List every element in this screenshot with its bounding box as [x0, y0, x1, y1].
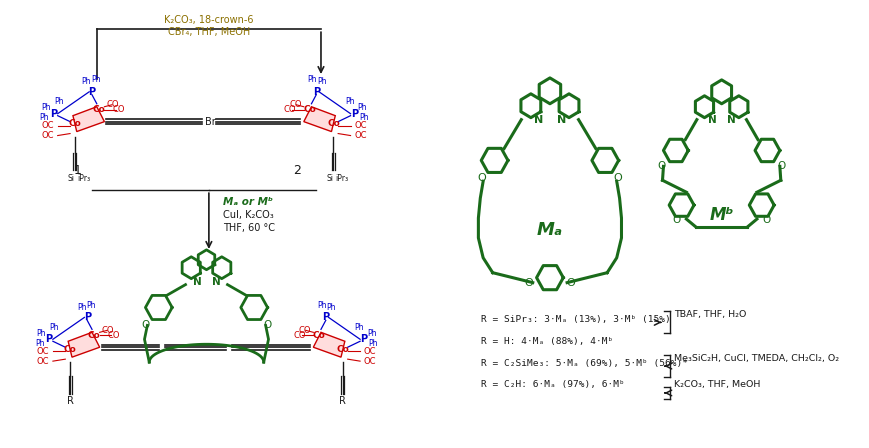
Text: O: O — [613, 173, 621, 183]
Text: iPr₃: iPr₃ — [76, 174, 90, 183]
Text: TBAF, THF, H₂O: TBAF, THF, H₂O — [673, 310, 746, 319]
Text: N: N — [211, 277, 220, 287]
Text: 1: 1 — [74, 164, 82, 177]
Text: O: O — [263, 320, 271, 330]
Text: OC: OC — [363, 347, 376, 356]
Text: P: P — [45, 334, 53, 344]
Text: CO: CO — [106, 100, 119, 109]
Text: Co: Co — [327, 119, 340, 128]
Text: N: N — [556, 115, 566, 125]
Text: O: O — [141, 320, 149, 330]
Text: Ph: Ph — [327, 303, 335, 312]
Text: Ph: Ph — [54, 97, 63, 106]
Text: R = C₂SiMe₃: 5·Mₐ (69%), 5·Mᵇ (56%)*: R = C₂SiMe₃: 5·Mₐ (69%), 5·Mᵇ (56%)* — [481, 359, 687, 368]
Text: R = C₂H: 6·Mₐ (97%), 6·Mᵇ: R = C₂H: 6·Mₐ (97%), 6·Mᵇ — [481, 380, 624, 389]
Text: Ph: Ph — [86, 301, 96, 310]
Text: O: O — [672, 215, 680, 225]
Text: P: P — [50, 109, 57, 119]
Text: Co: Co — [336, 345, 348, 354]
Text: Ph: Ph — [36, 329, 46, 338]
Text: N: N — [706, 115, 716, 125]
Text: N: N — [192, 277, 201, 287]
Text: Ph: Ph — [359, 113, 368, 122]
Text: OC: OC — [42, 121, 54, 130]
Text: 2: 2 — [293, 164, 301, 177]
Text: Br: Br — [204, 116, 216, 127]
Text: Mₐ: Mₐ — [536, 221, 562, 239]
Text: R = H: 4·Mₐ (88%), 4·Mᵇ: R = H: 4·Mₐ (88%), 4·Mᵇ — [481, 337, 613, 346]
Polygon shape — [73, 107, 104, 132]
Text: Ph: Ph — [367, 329, 376, 338]
Text: Ph: Ph — [344, 97, 354, 106]
Text: Ph: Ph — [368, 339, 378, 348]
Text: CO: CO — [107, 331, 120, 340]
Polygon shape — [303, 107, 335, 132]
Text: Mₐ or Mᵇ: Mₐ or Mᵇ — [223, 197, 273, 207]
Text: Ph: Ph — [39, 113, 49, 122]
Text: OC: OC — [363, 357, 376, 366]
Text: CuI, K₂CO₃: CuI, K₂CO₃ — [223, 210, 274, 220]
Text: OC: OC — [354, 131, 367, 140]
Text: P: P — [360, 334, 367, 344]
Text: Ph: Ph — [308, 75, 317, 84]
Text: CO: CO — [102, 326, 114, 335]
Text: CO: CO — [112, 105, 124, 114]
Text: Ph: Ph — [317, 78, 326, 86]
Text: P: P — [350, 109, 357, 119]
Text: iPr₃: iPr₃ — [335, 174, 348, 183]
Text: P: P — [322, 312, 329, 323]
Text: Ph: Ph — [42, 103, 51, 112]
Text: Ph: Ph — [317, 301, 326, 310]
Text: O: O — [566, 278, 574, 288]
Text: CO: CO — [299, 326, 311, 335]
Text: Mᵇ: Mᵇ — [708, 206, 733, 224]
Text: OC: OC — [42, 131, 54, 140]
Text: O: O — [777, 161, 785, 171]
Polygon shape — [68, 332, 100, 357]
Text: Si: Si — [68, 174, 75, 183]
Text: O: O — [657, 161, 665, 171]
Text: CO: CO — [293, 331, 305, 340]
Text: Co: Co — [312, 331, 325, 340]
Text: R: R — [67, 396, 73, 406]
Text: Ph: Ph — [354, 323, 363, 332]
Text: K₂CO₃, 18-crown-6: K₂CO₃, 18-crown-6 — [164, 15, 254, 25]
Text: Co: Co — [88, 331, 100, 340]
Text: P: P — [312, 87, 320, 97]
Text: Ph: Ph — [49, 323, 58, 332]
Text: R = SiPr₃: 3·Mₐ (13%), 3·Mᵇ (15%): R = SiPr₃: 3·Mₐ (13%), 3·Mᵇ (15%) — [481, 315, 670, 324]
Text: Co: Co — [302, 105, 315, 114]
Text: N: N — [726, 115, 734, 125]
Text: O: O — [524, 278, 533, 288]
Text: OC: OC — [354, 121, 367, 130]
Text: Ph: Ph — [35, 339, 44, 348]
Text: K₂CO₃, THF, MeOH: K₂CO₃, THF, MeOH — [673, 380, 760, 389]
Text: OC: OC — [36, 357, 49, 366]
Text: O: O — [477, 173, 486, 183]
Text: P: P — [89, 87, 96, 97]
Text: CO: CO — [289, 100, 302, 109]
Text: CBr₄, THF, MeOH: CBr₄, THF, MeOH — [168, 27, 249, 37]
Text: Co: Co — [69, 119, 81, 128]
Text: Co: Co — [63, 345, 76, 354]
Text: P: P — [83, 312, 90, 323]
Text: Ph: Ph — [76, 303, 86, 312]
Text: Ph: Ph — [91, 75, 101, 84]
Text: Co: Co — [92, 105, 105, 114]
Text: R: R — [339, 396, 346, 406]
Text: THF, 60 °C: THF, 60 °C — [223, 223, 275, 233]
Text: Ph: Ph — [357, 103, 367, 112]
Text: N: N — [534, 115, 542, 125]
Polygon shape — [313, 332, 344, 357]
Text: O: O — [761, 215, 770, 225]
Text: CO: CO — [283, 105, 295, 114]
Text: OC: OC — [36, 347, 49, 356]
Text: Si: Si — [326, 174, 333, 183]
Text: Ph: Ph — [82, 78, 91, 86]
Text: Me₃SiC₂H, CuCl, TMEDA, CH₂Cl₂, O₂: Me₃SiC₂H, CuCl, TMEDA, CH₂Cl₂, O₂ — [673, 353, 838, 363]
